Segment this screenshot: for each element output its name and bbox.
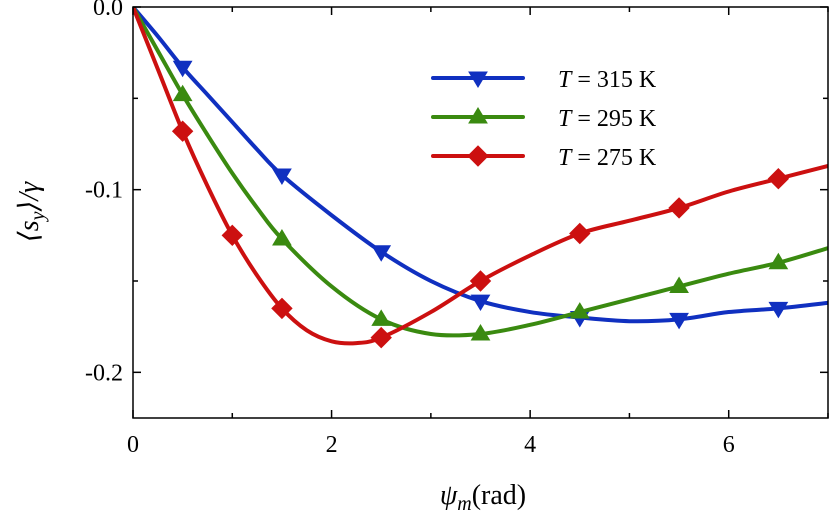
series-1-point-5 bbox=[669, 276, 689, 293]
legend-var-1: T bbox=[558, 106, 573, 132]
series-1-point-2 bbox=[371, 309, 392, 326]
series-2-point-2 bbox=[271, 297, 293, 320]
legend-entry-1: T = 295 K bbox=[431, 106, 657, 132]
series-0-point-1 bbox=[272, 168, 292, 186]
y-tick-label-1: -0.1 bbox=[85, 178, 123, 204]
legend-marker-2 bbox=[467, 145, 489, 167]
legend-label-2: T = 275 K bbox=[558, 145, 657, 171]
series-2-point-1 bbox=[221, 224, 243, 247]
y-axis-suffix: ⟩/γ bbox=[14, 181, 45, 213]
series-2-point-5 bbox=[569, 222, 591, 245]
series-1-point-3 bbox=[470, 323, 491, 341]
y-axis-subscript: y bbox=[27, 211, 49, 222]
series-line-2 bbox=[133, 7, 828, 346]
y-axis-text: ⟨s bbox=[14, 220, 45, 242]
series-1-point-6 bbox=[768, 252, 789, 270]
legend-value-0: = 315 K bbox=[571, 67, 657, 93]
series-2-point-3 bbox=[370, 326, 392, 349]
legend-value-2: = 275 K bbox=[571, 145, 657, 171]
legend-marker-0 bbox=[468, 71, 488, 88]
legend-marker-1 bbox=[468, 107, 488, 124]
x-tick-label-1: 2 bbox=[326, 432, 338, 458]
series-0 bbox=[133, 7, 828, 330]
series-0-point-3 bbox=[470, 294, 491, 312]
legend-label-1: T = 295 K bbox=[558, 106, 657, 132]
legend-entry-2: T = 275 K bbox=[431, 145, 657, 171]
series-0-point-5 bbox=[669, 312, 689, 330]
series-2-point-6 bbox=[668, 197, 690, 219]
x-axis-subscript: m bbox=[457, 493, 471, 515]
series-0-point-6 bbox=[768, 301, 789, 319]
series-1-point-4 bbox=[569, 302, 590, 319]
y-tick-label-0: 0.0 bbox=[93, 0, 123, 21]
y-tick-label-2: -0.2 bbox=[85, 360, 123, 386]
legend-var-0: T bbox=[558, 67, 573, 93]
series-1-point-1 bbox=[272, 229, 292, 246]
series-2 bbox=[133, 7, 828, 349]
x-axis-unit: (rad) bbox=[472, 480, 526, 511]
tick-layer: 0 2 4 6 0.0 -0.1 -0.2 bbox=[85, 0, 829, 458]
series-0-point-0 bbox=[172, 60, 193, 78]
x-tick-label-0: 0 bbox=[127, 432, 139, 458]
x-tick-label-3: 6 bbox=[723, 432, 735, 458]
series-2-point-4 bbox=[469, 270, 492, 292]
plot-frame bbox=[132, 6, 829, 419]
legend-entry-0: T = 315 K bbox=[431, 67, 657, 93]
series-0-point-2 bbox=[371, 245, 392, 262]
x-tick-label-2: 4 bbox=[524, 432, 536, 458]
y-axis-label: ⟨sy⟩/γ bbox=[14, 181, 49, 242]
legend-label-0: T = 315 K bbox=[558, 67, 657, 93]
series-1-point-0 bbox=[172, 84, 193, 102]
series-layer bbox=[133, 7, 828, 349]
legend: T = 315 KT = 295 KT = 275 K bbox=[431, 67, 657, 171]
series-2-point-0 bbox=[171, 120, 194, 142]
legend-var-2: T bbox=[558, 145, 573, 171]
legend-value-1: = 295 K bbox=[571, 106, 657, 132]
series-2-point-7 bbox=[767, 168, 790, 190]
x-axis-symbol: ψ bbox=[440, 480, 458, 511]
x-axis-label: ψm(rad) bbox=[440, 480, 526, 515]
